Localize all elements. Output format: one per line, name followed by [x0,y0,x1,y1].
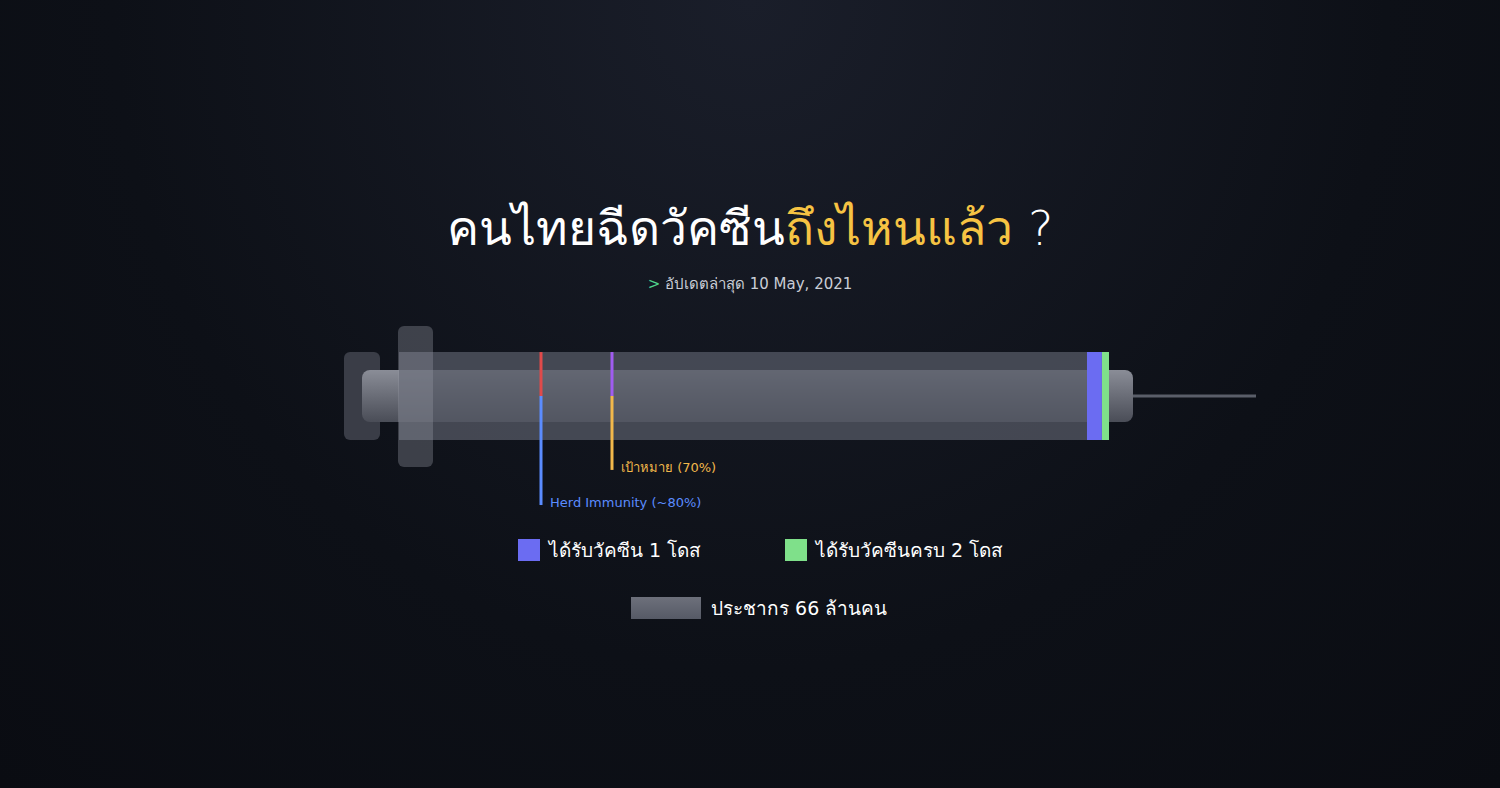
svg-text:เป้าหมาย (70%): เป้าหมาย (70%) [621,460,716,475]
html-text:ประชากร 66 ล้านคน: ประชากร 66 ล้านคน [711,597,888,619]
html-text:ได้รับวัคซีน 1 โดส: ได้รับวัคซีน 1 โดส [549,539,702,561]
html-text:คนไทยฉีดวัคซีน ถึงไหนแล้ว?: คนไทยฉีดวัคซีน ถึงไหนแล้ว? [446,200,1054,256]
svg-text:Herd Immunity (~80%): Herd Immunity (~80%) [550,495,701,510]
html-text:> อัปเดตล่าสุด 10 May, 2021: > อัปเดตล่าสุด 10 May, 2021 [647,275,853,293]
html-text:ได้รับวัคซีนครบ 2 โดส: ได้รับวัคซีนครบ 2 โดส [816,539,1004,561]
